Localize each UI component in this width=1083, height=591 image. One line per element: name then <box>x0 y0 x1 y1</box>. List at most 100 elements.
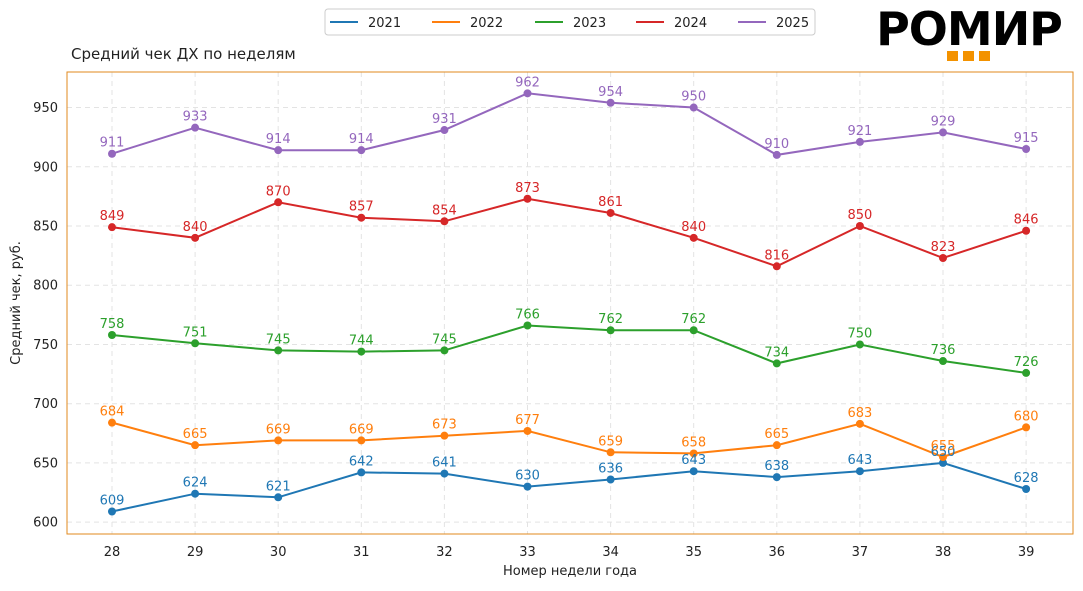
y-tick-label: 650 <box>33 456 58 471</box>
data-point-2025 <box>523 89 532 98</box>
data-point-2023 <box>855 340 864 349</box>
data-label-2023: 766 <box>515 308 540 323</box>
data-point-2023 <box>939 357 947 366</box>
legend-box <box>324 8 816 36</box>
data-point-2022 <box>523 426 532 435</box>
data-label-2022: 658 <box>681 435 706 450</box>
data-point-2021 <box>689 467 698 476</box>
data-label-2024: 846 <box>1014 213 1039 228</box>
data-point-2023 <box>523 321 532 330</box>
data-point-2022 <box>274 436 283 445</box>
legend-label-2025: 2025 <box>776 16 809 31</box>
data-label-2023: 726 <box>1014 355 1039 370</box>
data-label-2025: 962 <box>515 75 540 90</box>
x-tick-label: 38 <box>935 545 952 560</box>
data-point-2021 <box>1022 484 1031 493</box>
series-line-2023 <box>111 324 1027 374</box>
data-label-2023: 762 <box>598 312 623 327</box>
data-point-2025 <box>274 146 283 155</box>
data-point-2025 <box>606 98 615 107</box>
data-label-2022: 680 <box>1014 409 1039 424</box>
data-point-2021 <box>772 473 781 482</box>
x-tick-label: 28 <box>104 545 121 560</box>
legend-label-2021: 2021 <box>368 16 401 31</box>
data-label-2024: 816 <box>764 248 789 263</box>
axes: 600 650 700 750 800 850 900 950 28 29 30 31 32 33 34 35… <box>33 101 1034 560</box>
y-tick-label: 800 <box>33 279 58 294</box>
series-line-2024 <box>111 197 1027 268</box>
logo-square-1 <box>947 51 958 61</box>
data-label-2023: 745 <box>266 332 291 347</box>
data-point-2024 <box>1022 226 1031 235</box>
data-point-2025 <box>357 146 366 155</box>
data-point-2022 <box>855 419 864 428</box>
data-label-2025: 915 <box>1014 131 1039 146</box>
data-point-2025 <box>1022 145 1031 153</box>
data-label-2021: 641 <box>432 456 457 471</box>
data-label-2025: 929 <box>931 114 956 129</box>
data-point-2025 <box>191 123 200 132</box>
data-point-2022 <box>357 436 366 445</box>
x-axis-title: Номер недели года <box>503 564 637 579</box>
data-label-2023: 744 <box>349 334 374 349</box>
series-line-2025 <box>111 92 1027 156</box>
series-line-2022 <box>111 421 1027 459</box>
data-label-2024: 840 <box>681 220 706 235</box>
data-point-2022 <box>772 441 781 450</box>
data-point-2021 <box>606 475 615 484</box>
data-point-2024 <box>108 223 116 232</box>
y-tick-label: 850 <box>33 220 58 235</box>
logo-square-3 <box>979 51 990 61</box>
legend-label-2022: 2022 <box>470 16 503 31</box>
data-point-2021 <box>357 468 366 477</box>
data-point-2023 <box>108 330 116 339</box>
data-label-2023: 734 <box>764 345 789 360</box>
data-point-2023 <box>772 359 781 368</box>
data-label-2022: 669 <box>266 422 291 437</box>
data-point-2024 <box>523 194 532 203</box>
data-label-2021: 650 <box>931 445 956 460</box>
data-label-2022: 665 <box>183 427 208 442</box>
data-label-2023: 762 <box>681 312 706 327</box>
data-point-2025 <box>689 103 698 112</box>
data-point-2022 <box>689 449 698 458</box>
data-label-2022: 684 <box>100 405 125 420</box>
x-tick-label: 34 <box>602 545 619 560</box>
data-label-2021: 630 <box>515 469 540 484</box>
data-label-2025: 910 <box>764 137 789 152</box>
data-point-2022 <box>191 441 200 450</box>
data-point-2021 <box>191 489 200 498</box>
data-label-2024: 870 <box>266 184 291 199</box>
data-label-2021: 624 <box>183 476 208 491</box>
legend: 2021 2022 2023 2024 2025 <box>324 8 816 36</box>
data-point-2021 <box>274 493 283 502</box>
data-point-2021 <box>939 458 947 467</box>
series-line-2021 <box>111 461 1027 513</box>
data-point-2022 <box>606 448 615 457</box>
data-label-2021: 638 <box>764 459 789 474</box>
y-tick-label: 700 <box>33 397 58 412</box>
data-label-2024: 857 <box>349 200 374 215</box>
data-label-2021: 621 <box>266 479 291 494</box>
data-point-2024 <box>191 233 200 242</box>
data-label-2023: 750 <box>847 326 872 341</box>
data-label-2024: 849 <box>100 209 125 224</box>
data-point-2023 <box>606 326 615 335</box>
grid <box>67 72 1073 534</box>
x-tick-label: 36 <box>769 545 786 560</box>
data-point-2025 <box>772 150 781 159</box>
data-label-2021: 642 <box>349 454 374 469</box>
data-point-2025 <box>440 126 449 135</box>
data-label-2022: 665 <box>764 427 789 442</box>
chart-title: Средний чек ДХ по неделям <box>71 45 296 63</box>
data-label-2024: 840 <box>183 220 208 235</box>
data-label-2025: 954 <box>598 85 623 100</box>
logo-square-2 <box>963 51 974 61</box>
data-label-2024: 850 <box>847 208 872 223</box>
data-label-2023: 736 <box>931 343 956 358</box>
data-point-2022 <box>939 453 947 461</box>
data-point-2021 <box>523 482 532 491</box>
data-label-2025: 933 <box>183 110 208 125</box>
